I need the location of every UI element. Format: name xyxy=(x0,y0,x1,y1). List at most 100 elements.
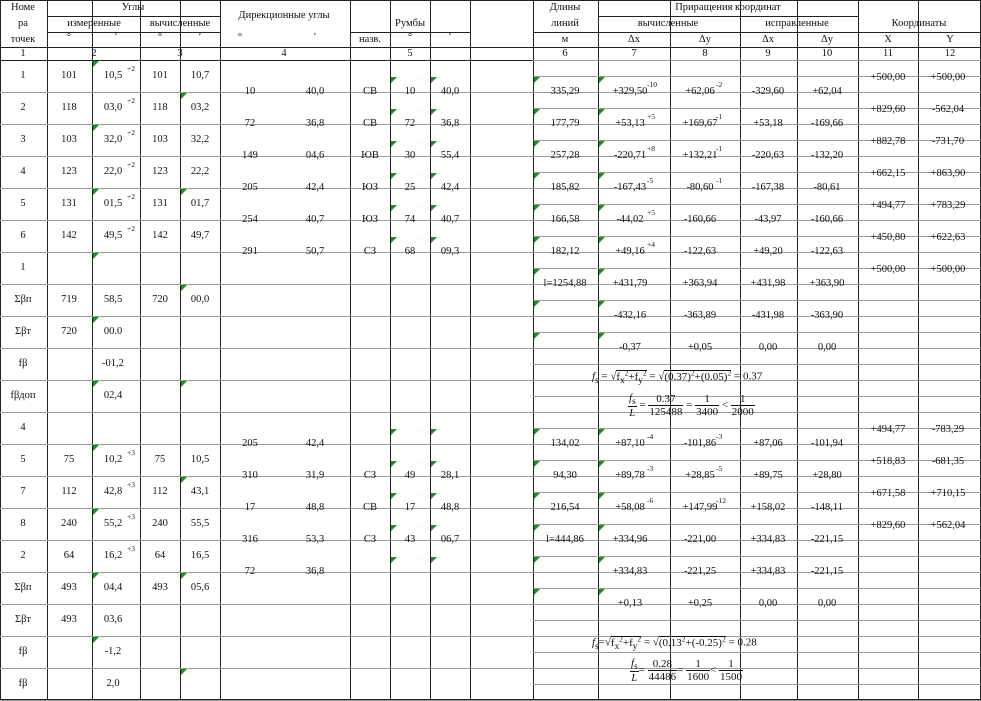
cell-measured-min: 04,4 xyxy=(103,582,123,593)
row-line-left xyxy=(0,540,533,541)
cell-dx-correction: -3 xyxy=(647,464,654,473)
cell-marker-icon xyxy=(93,189,99,195)
cell-dir-deg: 17 xyxy=(244,502,256,513)
cell-point: Σβт xyxy=(14,326,32,337)
cell-marker-icon xyxy=(534,205,540,211)
cell-marker-icon xyxy=(391,173,397,179)
cell-dy: -160,66 xyxy=(683,214,717,225)
header-angles: Углы xyxy=(121,2,145,13)
cell-marker-icon xyxy=(391,429,397,435)
cell-marker-icon xyxy=(599,109,605,115)
cell-dx: +431,79 xyxy=(612,278,648,289)
cell-correction: +2 xyxy=(127,64,135,73)
cell-marker-icon xyxy=(181,381,187,387)
cell-marker-icon xyxy=(599,205,605,211)
cell-marker-icon xyxy=(599,589,605,595)
cell-marker-icon xyxy=(599,525,605,531)
cell-dy-correction: -3 xyxy=(716,432,723,441)
cell-dx-correction: +8 xyxy=(647,144,655,153)
grid-vline xyxy=(470,0,471,700)
header-colnum: 6 xyxy=(562,48,568,59)
cell-measured-deg: 101 xyxy=(61,70,77,81)
cell-correction: +2 xyxy=(127,160,135,169)
header-colnum: 9 xyxy=(765,48,771,59)
row-line-left xyxy=(0,508,533,509)
cell-marker-icon xyxy=(93,317,99,323)
cell-corrected-dy: +62,04 xyxy=(812,86,842,97)
cell-measured-deg: 493 xyxy=(61,582,77,593)
cell-point: 1 xyxy=(20,262,26,273)
cell-point: fβ xyxy=(18,678,28,689)
cell-coord-x: +494,77 xyxy=(870,424,906,435)
cell-marker-icon xyxy=(391,205,397,211)
formula-fs2-result: 0.28 xyxy=(737,636,757,649)
cell-dx-correction: +5 xyxy=(647,112,655,121)
cell-point: 3 xyxy=(20,134,26,145)
header-colnum: 2 xyxy=(91,48,97,59)
cell-rhumb-min: 09,3 xyxy=(440,246,460,257)
grid-vline xyxy=(598,0,599,700)
cell-marker-icon xyxy=(93,445,99,451)
cell-rhumb-min: 40,0 xyxy=(440,86,460,97)
cell-marker-icon xyxy=(391,525,397,531)
cell-measured-min: 49,5 xyxy=(103,230,123,241)
cell-marker-icon xyxy=(599,173,605,179)
cell-length: 185,82 xyxy=(550,182,580,193)
cell-corrected-dy: -101,94 xyxy=(810,438,844,449)
header-min-1: ′ xyxy=(114,32,118,43)
cell-measured-min: 00.0 xyxy=(103,326,123,337)
cell-dir-min: 04,6 xyxy=(305,150,325,161)
cell-marker-icon xyxy=(431,461,437,467)
cell-dx: +89,78 xyxy=(615,470,645,481)
cell-corrected-dx: -220,63 xyxy=(751,150,785,161)
cell-dy: -80,60 xyxy=(686,182,714,193)
row-line-right xyxy=(533,540,981,541)
cell-corrected-dy: +28,80 xyxy=(812,470,842,481)
cell-rhumb-min: 55,4 xyxy=(440,150,460,161)
cell-dx-correction: -4 xyxy=(647,432,654,441)
hdr-line-body xyxy=(0,60,981,61)
formula-rel1-n3: 1 xyxy=(730,393,755,407)
header-colnum: 12 xyxy=(944,48,956,59)
cell-rhumb-name: СЗ xyxy=(363,246,377,257)
cell-corrected-dx: +431,98 xyxy=(750,278,786,289)
header-deg-2: ° xyxy=(157,32,163,43)
header-colnum: 1 xyxy=(20,48,26,59)
cell-marker-icon xyxy=(431,429,437,435)
cell-marker-icon xyxy=(391,557,397,563)
formula-rel2-n2: 1 xyxy=(686,658,711,672)
cell-corrected-dy: -221,15 xyxy=(810,566,844,577)
cell-rhumb-deg: 68 xyxy=(404,246,416,257)
cell-marker-icon xyxy=(93,509,99,515)
row-line-left xyxy=(0,348,533,349)
row-line-left xyxy=(0,412,533,413)
header-lengths-1: Длины xyxy=(549,2,581,13)
cell-point: 4 xyxy=(20,422,26,433)
cell-measured-min: 22,0 xyxy=(103,166,123,177)
row-line-right xyxy=(533,108,981,109)
header-dx-1: Δx xyxy=(627,34,641,45)
cell-coord-x: +671,58 xyxy=(870,488,906,499)
cell-marker-icon xyxy=(181,573,187,579)
cell-marker-icon xyxy=(534,173,540,179)
cell-marker-icon xyxy=(599,461,605,467)
cell-dir-deg: 310 xyxy=(242,470,258,481)
cell-marker-icon xyxy=(431,237,437,243)
row-line-right xyxy=(533,300,981,301)
cell-length: 335,29 xyxy=(550,86,580,97)
cell-corrected-dy: 0,00 xyxy=(817,342,837,353)
cell-marker-icon xyxy=(181,93,187,99)
grid-vline xyxy=(220,0,221,700)
cell-dir-min: 42,4 xyxy=(305,182,325,193)
row-line-right xyxy=(533,492,981,493)
row-line-left xyxy=(0,444,533,445)
row-line-right xyxy=(533,636,981,637)
cell-rhumb-name: СЗ xyxy=(363,470,377,481)
formula-rel2-n3: 1 xyxy=(719,658,744,672)
cell-rhumb-min: 06,7 xyxy=(440,534,460,545)
cell-marker-icon xyxy=(93,381,99,387)
row-line-right xyxy=(533,684,981,685)
hdr-line-colnums xyxy=(0,47,981,48)
header-colnum: 4 xyxy=(281,48,287,59)
header-colnum: 10 xyxy=(821,48,833,59)
